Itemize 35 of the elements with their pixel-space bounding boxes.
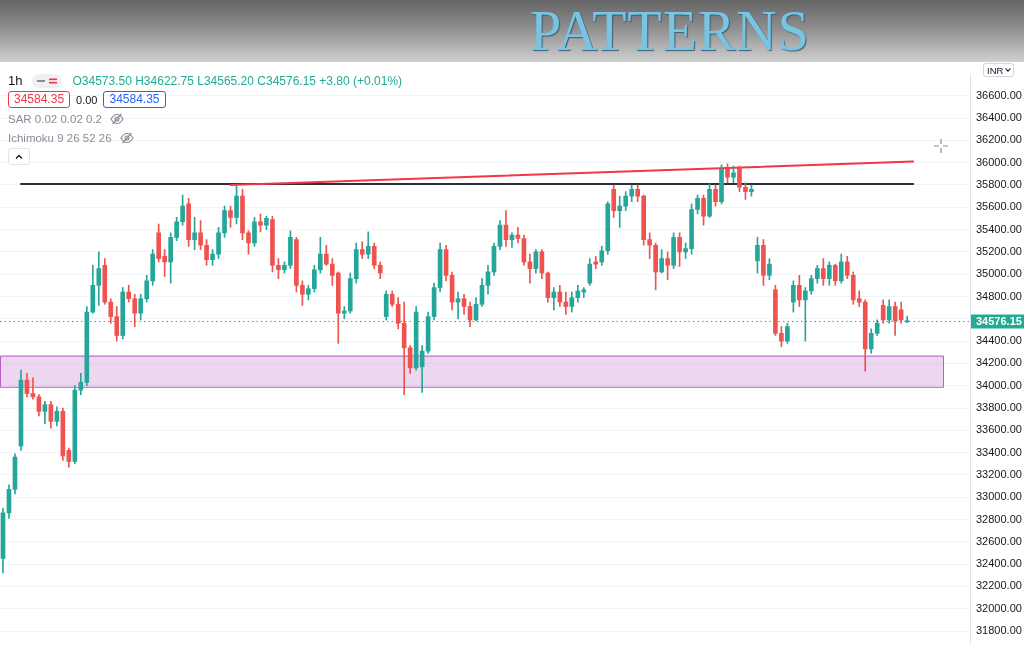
- y-tick-label: 36200.00: [976, 133, 1022, 146]
- y-tick-label: 35000.00: [976, 267, 1022, 280]
- chart-title: PATTERNS: [529, 0, 811, 62]
- y-tick-label: 32600.00: [976, 534, 1022, 547]
- y-tick-label: 33200.00: [976, 467, 1022, 480]
- y-tick-label: 34000.00: [976, 378, 1022, 391]
- annotation: Ichimoku 9 26 52 26: [8, 131, 112, 144]
- annotation: 34584.35: [8, 91, 71, 108]
- ref-line-label: 34576.15: [976, 314, 1022, 327]
- annotation: O34573.50 H34622.75 L34565.20 C34576.15 +3.80 (+0.01%): [72, 73, 403, 88]
- y-tick-label: 32800.00: [976, 512, 1022, 525]
- candlestick: [341, 306, 347, 320]
- y-tick-label: 33600.00: [976, 423, 1022, 436]
- annotation: SAR 0.02 0.02 0.2: [8, 112, 102, 125]
- y-tick-label: 34400.00: [976, 334, 1022, 347]
- y-tick-label: 35400.00: [976, 222, 1022, 235]
- y-tick-label: 35200.00: [976, 244, 1022, 257]
- y-tick-label: 32400.00: [976, 557, 1022, 570]
- y-tick-label: 33800.00: [976, 401, 1022, 414]
- y-tick-label: 35800.00: [976, 178, 1022, 191]
- annotation: 34584.35: [103, 91, 166, 108]
- y-tick-label: 34200.00: [976, 356, 1022, 369]
- annotation: 1h: [8, 73, 23, 88]
- y-tick-label: 31800.00: [976, 624, 1022, 637]
- y-tick-label: 32200.00: [976, 579, 1022, 592]
- y-tick-label: 32000.00: [976, 601, 1022, 614]
- y-tick-label: 36600.00: [976, 88, 1022, 101]
- y-tick-label: 35600.00: [976, 200, 1022, 213]
- y-tick-label: 34800.00: [976, 289, 1022, 302]
- y-tick-label: 36000.00: [976, 155, 1022, 168]
- currency-dropdown: INR: [983, 63, 1015, 77]
- y-tick-label: 36400.00: [976, 111, 1022, 124]
- y-tick-label: 33400.00: [976, 445, 1022, 458]
- y-tick-label: 33000.00: [976, 490, 1022, 503]
- annotation: 0.00: [76, 93, 98, 106]
